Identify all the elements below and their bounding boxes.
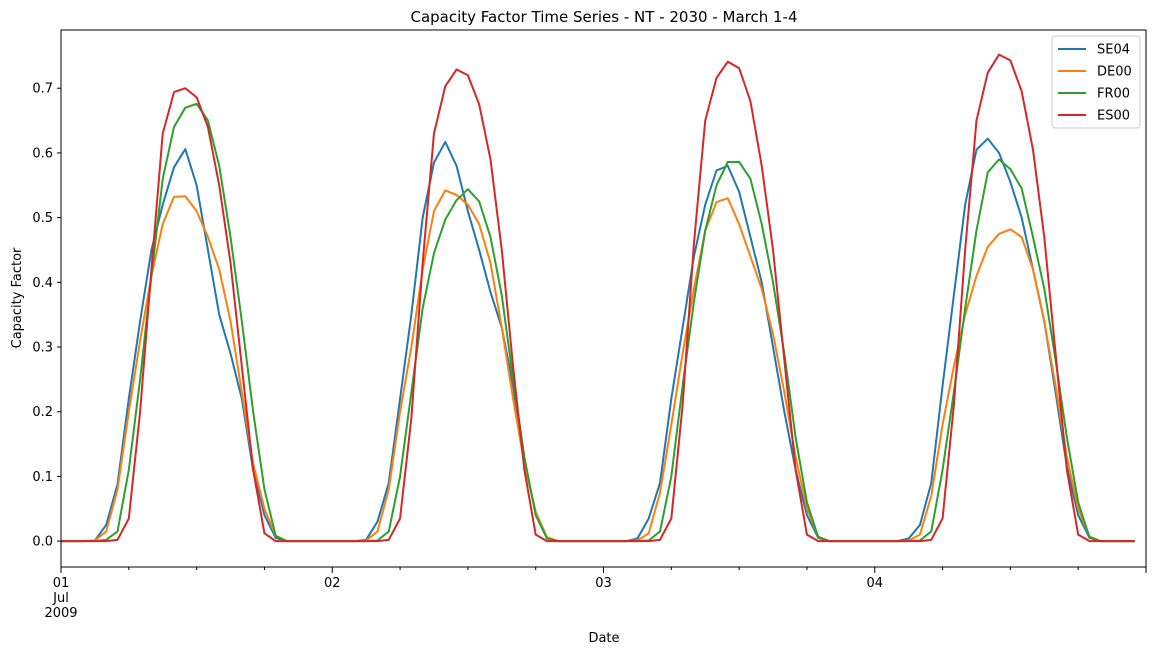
chart-title: Capacity Factor Time Series - NT - 2030 … xyxy=(410,8,797,26)
y-tick-label: 0.7 xyxy=(32,82,53,97)
x-tick-label: 03 xyxy=(595,576,612,591)
x-tick-label: 01 xyxy=(53,576,70,591)
legend-label: SE04 xyxy=(1097,43,1130,58)
x-axis-title: Date xyxy=(588,631,619,646)
y-tick-label: 0.4 xyxy=(32,276,53,291)
series-line-es00 xyxy=(61,53,1135,543)
y-tick-label: 0.0 xyxy=(32,535,53,550)
x-tick-label: 02 xyxy=(324,576,341,591)
x-tick-label: 2009 xyxy=(44,606,77,621)
y-tick-label: 0.5 xyxy=(32,211,53,226)
y-tick-label: 0.3 xyxy=(32,341,53,356)
y-tick-label: 0.2 xyxy=(32,405,53,420)
legend-label: DE00 xyxy=(1097,65,1132,80)
y-tick-label: 0.6 xyxy=(32,146,53,161)
y-axis-title: Capacity Factor xyxy=(10,247,25,348)
series-layer xyxy=(61,53,1135,543)
legend-label: FR00 xyxy=(1097,87,1130,102)
x-tick-label: 04 xyxy=(866,576,883,591)
x-tick-label: Jul xyxy=(52,591,69,606)
y-tick-label: 0.1 xyxy=(32,470,53,485)
legend-box xyxy=(1051,35,1141,129)
y-axis: 0.0 0.1 0.2 0.3 0.4 0.5 0.6 0.7 xyxy=(32,82,61,550)
legend-label: ES00 xyxy=(1097,109,1130,124)
legend: SE04 DE00 FR00 ES00 xyxy=(1051,35,1141,129)
